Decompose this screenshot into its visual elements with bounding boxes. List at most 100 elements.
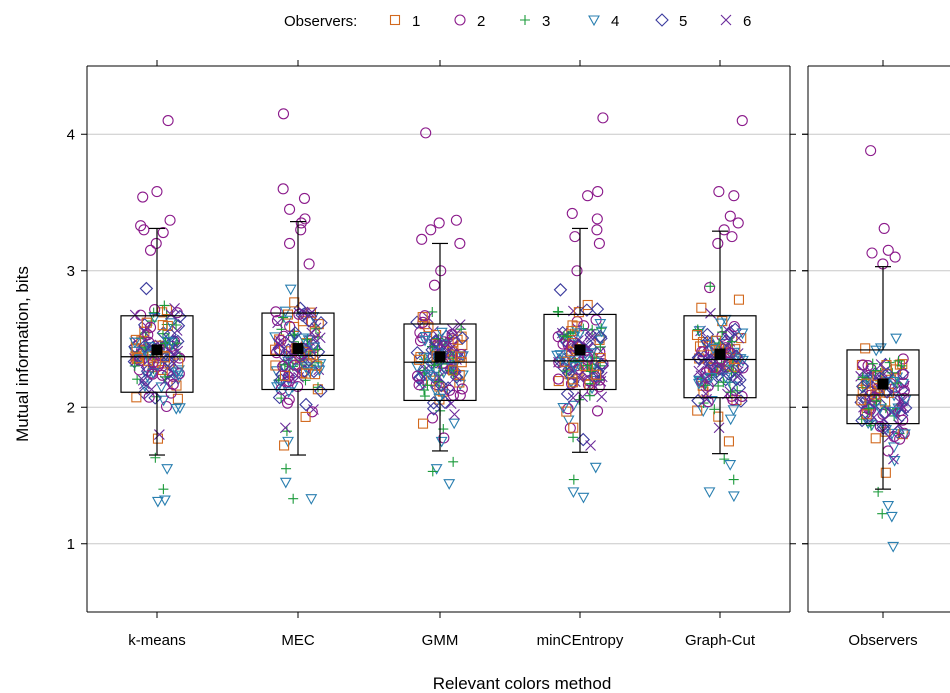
panel-2: Observers [802,60,950,649]
data-point [554,350,567,361]
data-point [721,367,736,381]
y-tick-label-1: 1 [67,536,75,553]
outlier-point [162,115,174,127]
outlier-point [277,183,289,195]
data-point [301,314,316,328]
data-point [173,309,187,324]
data-point [709,404,720,415]
legend-label-1: 1 [412,13,420,30]
outlier-point [865,145,877,157]
data-point [562,403,574,415]
data-point [897,414,909,426]
data-point [692,324,703,335]
data-point [582,371,593,383]
low-point [288,493,299,504]
data-point [422,380,433,391]
data-point [448,418,461,430]
data-point [159,300,170,311]
outlier-point [566,207,578,219]
data-point [153,359,165,371]
low-point [279,422,291,434]
data-point [128,337,141,349]
data-point [705,396,718,407]
legend-marker-3 [520,15,530,25]
data-point [559,330,570,341]
data-point [449,329,461,341]
data-point [736,333,747,344]
low-point [443,479,456,490]
data-point [314,359,327,370]
data-point [591,369,602,380]
data-point [300,368,311,379]
data-point [724,414,737,426]
data-point [591,405,604,417]
data-point [299,352,310,363]
data-point [596,371,608,383]
outlier-point [157,226,169,239]
x-tick-label: Graph-Cut [685,632,756,649]
data-point [424,352,437,364]
low-point [430,464,443,475]
data-point [411,370,424,382]
data-point [567,363,579,375]
data-point [413,379,425,391]
data-point [594,319,607,330]
data-point [448,365,459,376]
low-point [152,433,164,444]
data-point [898,385,910,397]
outlier-point [295,217,307,229]
low-point [153,429,165,440]
x-axis-title: Relevant colors method [433,674,612,693]
data-point [454,319,466,330]
data-point [418,352,430,364]
low-point [577,492,590,504]
category-MEC: MEC [261,60,335,649]
data-point [713,380,724,391]
outlier-point [732,217,744,229]
data-point [149,303,161,316]
outlier-point [592,186,604,198]
data-point [584,328,596,340]
data-point [887,376,900,388]
category-k-means: k-means [120,60,194,649]
data-point [297,333,310,345]
data-point [890,364,902,375]
outlier-point [138,224,150,236]
data-point [280,315,293,327]
data-point [883,431,895,443]
data-point [306,327,318,339]
low-point [589,462,602,474]
data-point [277,360,289,372]
low-point [873,486,884,497]
data-point [874,343,887,355]
data-point [160,371,171,382]
legend-marker-4 [588,15,600,27]
data-point [447,323,458,335]
data-point [306,306,318,318]
data-point [582,360,593,371]
data-point [559,356,570,367]
mean-marker [434,351,446,363]
data-point [148,391,162,405]
data-point [696,346,708,358]
data-point [452,334,463,345]
low-point [585,440,596,451]
low-point [158,495,171,507]
data-point [729,372,744,387]
data-point [860,343,871,354]
low-point [882,500,895,512]
data-point [595,341,606,352]
data-point [303,367,316,378]
data-point [419,335,431,347]
data-point [696,302,707,313]
data-point [728,320,740,333]
mean-marker [574,344,586,356]
outlier-point [571,265,583,277]
data-point [157,320,168,331]
outlier-point [878,222,890,234]
data-point [306,406,318,418]
data-point [893,355,904,366]
box [683,315,757,399]
data-point [164,318,177,329]
data-point [171,334,185,349]
